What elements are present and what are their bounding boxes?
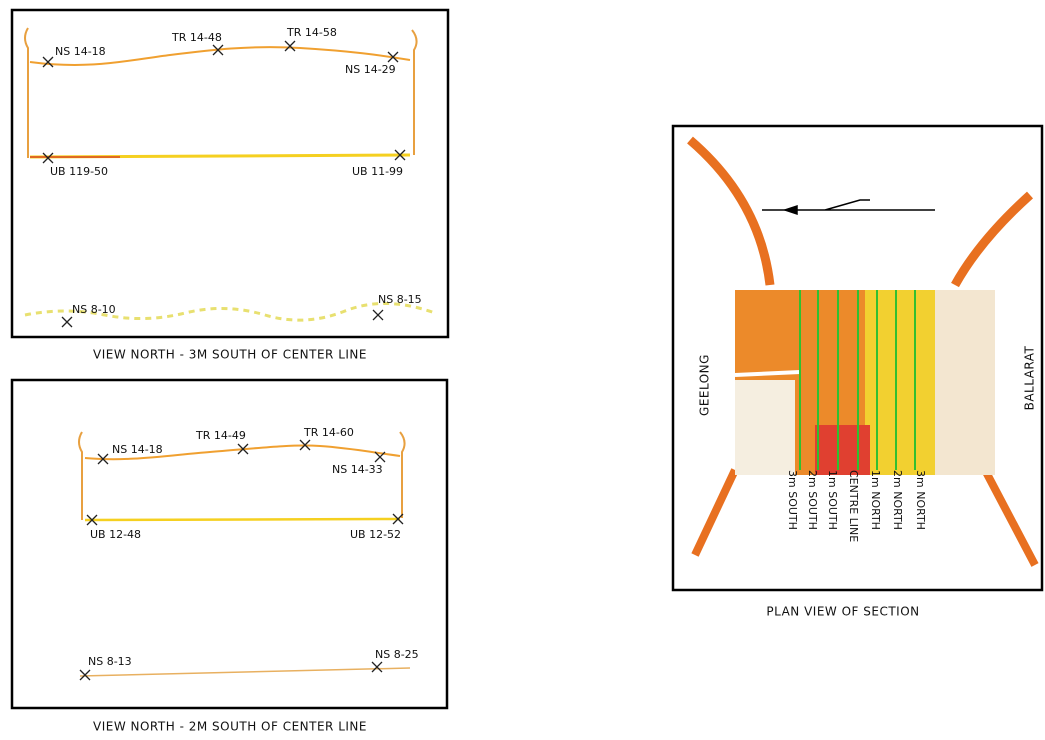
section-lines xyxy=(799,290,916,470)
frame xyxy=(671,124,1044,592)
survey-mark xyxy=(212,44,224,56)
plan-drawing xyxy=(671,124,1044,592)
survey-label: NS 14-18 xyxy=(55,45,106,58)
survey-label: NS 8-25 xyxy=(375,648,419,661)
survey-mark xyxy=(284,40,296,52)
plan-caption: PLAN VIEW OF SECTION xyxy=(766,605,919,619)
deck-bottom xyxy=(84,517,401,522)
survey-mark xyxy=(237,443,249,455)
abutment xyxy=(687,136,775,286)
ground xyxy=(79,667,411,677)
east-label: BALLARAT xyxy=(1023,345,1037,410)
survey-mark xyxy=(371,661,383,673)
frame xyxy=(10,378,449,710)
survey-label: NS 14-29 xyxy=(345,63,396,76)
deck-top xyxy=(29,46,411,66)
deck xyxy=(815,425,870,475)
view-caption: VIEW NORTH - 2M SOUTH OF CENTER LINE xyxy=(93,720,367,734)
survey-mark xyxy=(86,514,98,526)
survey-mark xyxy=(61,316,73,328)
survey-label: TR 14-48 xyxy=(171,31,222,44)
survey-mark xyxy=(97,453,109,465)
survey-mark xyxy=(387,51,399,63)
abutment xyxy=(951,191,1034,288)
survey-label: NS 14-33 xyxy=(332,463,383,476)
deck-top xyxy=(84,444,401,461)
survey-mark xyxy=(394,149,406,161)
survey-mark xyxy=(42,56,54,68)
survey-mark xyxy=(374,451,386,463)
deck xyxy=(735,380,795,475)
survey-mark xyxy=(42,152,54,164)
section-line-label: 3m SOUTH xyxy=(786,470,799,530)
ground xyxy=(24,302,436,322)
survey-label: UB 12-52 xyxy=(350,528,401,541)
north-arrow xyxy=(762,199,935,216)
survey-label: UB 12-48 xyxy=(90,528,141,541)
section-line-label: 1m SOUTH xyxy=(826,470,839,530)
view-1-drawing xyxy=(10,8,450,339)
survey-label: NS 14-18 xyxy=(112,443,163,456)
survey-mark xyxy=(79,669,91,681)
view-caption: VIEW NORTH - 3M SOUTH OF CENTER LINE xyxy=(93,348,367,362)
survey-label: UB 11-99 xyxy=(352,165,403,178)
deck xyxy=(865,290,935,475)
survey-label: TR 14-60 xyxy=(303,426,354,439)
section-line-label: 1m NORTH xyxy=(869,470,882,530)
survey-label: UB 119-50 xyxy=(50,165,108,178)
survey-label: NS 8-13 xyxy=(88,655,132,668)
section-line-label: 2m SOUTH xyxy=(806,470,819,530)
deck xyxy=(935,290,995,475)
survey-label: NS 8-10 xyxy=(72,303,116,316)
view-2-drawing xyxy=(10,378,449,710)
section-line-label: CENTRE LINE xyxy=(847,470,860,542)
gap xyxy=(734,370,801,377)
survey-label: TR 14-58 xyxy=(286,26,337,39)
abutment xyxy=(981,468,1039,567)
survey-label: TR 14-49 xyxy=(195,429,246,442)
wall xyxy=(24,27,418,158)
survey-label: NS 8-15 xyxy=(378,293,422,306)
wall xyxy=(78,431,406,520)
survey-mark xyxy=(299,439,311,451)
section-line-label: 2m NORTH xyxy=(891,470,904,530)
section-line-label: 3m NORTH xyxy=(914,470,927,530)
survey-mark xyxy=(392,513,404,525)
abutment xyxy=(691,468,739,557)
frame xyxy=(10,8,450,339)
survey-mark xyxy=(372,309,384,321)
west-label: GEELONG xyxy=(698,354,712,416)
